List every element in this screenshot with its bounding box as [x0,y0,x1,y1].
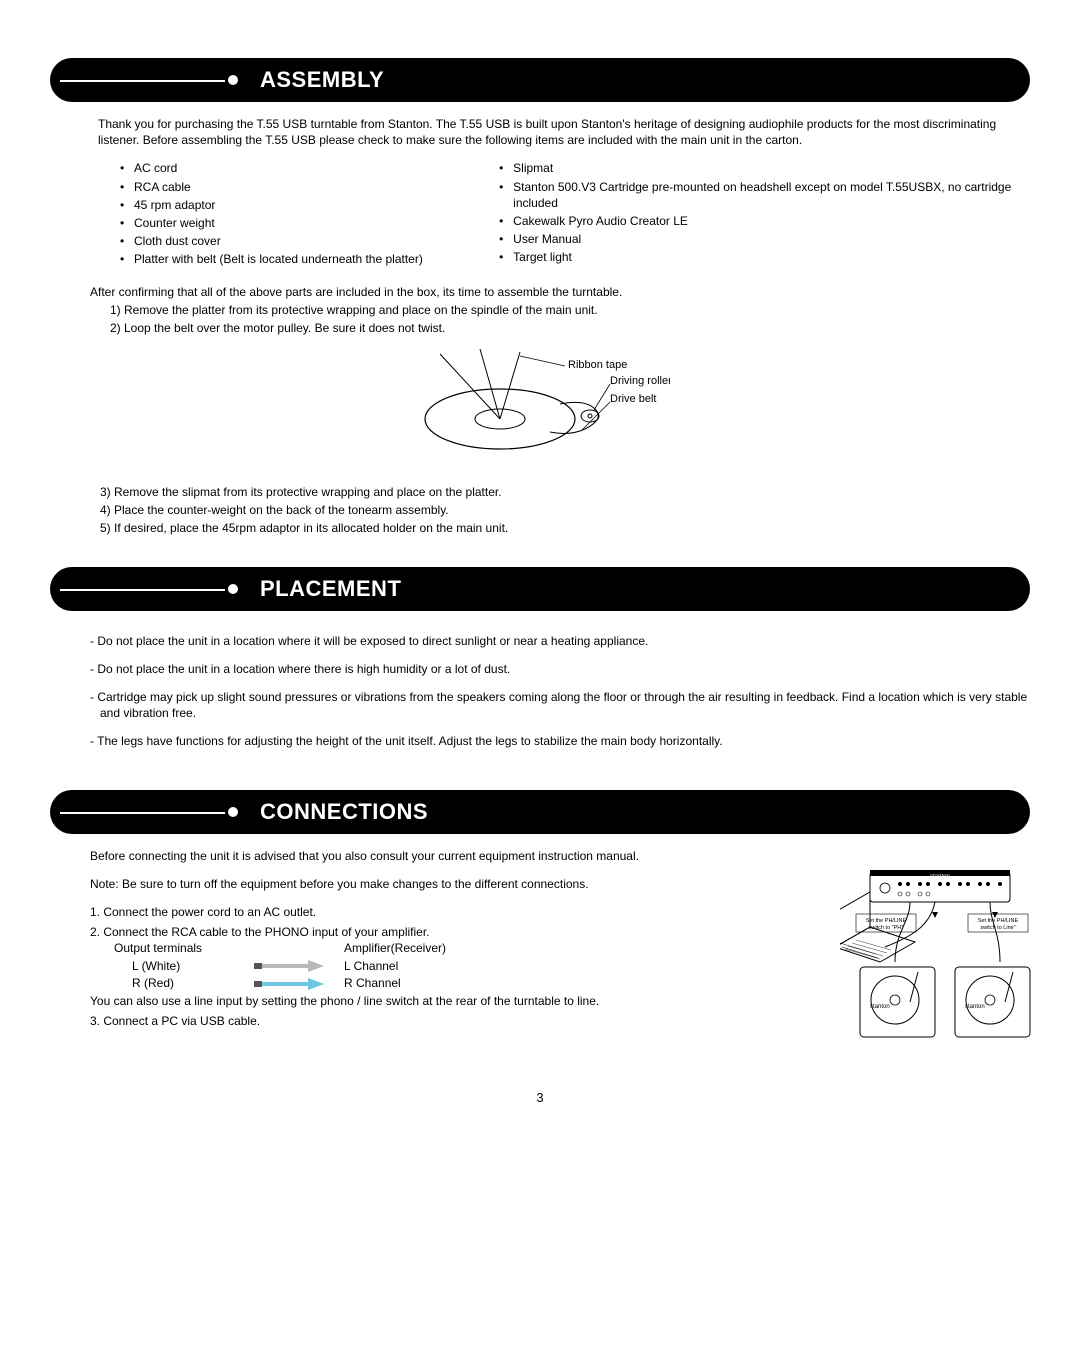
header-dot [228,584,238,594]
header-line [60,812,225,814]
parts-item: Cakewalk Pyro Audio Creator LE [499,213,1030,229]
parts-item: User Manual [499,231,1030,247]
belt-diagram: Ribbon tape Driving roller Drive belt [50,344,1030,474]
connection-figure: stanton [840,852,1040,1056]
rca-arrow [254,975,344,991]
rca-channel: R Channel [344,975,401,991]
placement-header: PLACEMENT [50,567,1030,611]
parts-item: Platter with belt (Belt is located under… [120,251,499,267]
header-dot [228,807,238,817]
parts-item: Counter weight [120,215,499,231]
assembly-confirm: After confirming that all of the above p… [90,284,1030,300]
parts-item: Target light [499,249,1030,265]
assembly-step: 4) Place the counter-weight on the back … [100,502,1030,518]
parts-item: Slipmat [499,160,1030,176]
placement-item: - Do not place the unit in a location wh… [90,661,1030,677]
header-dot [228,75,238,85]
rca-head-amp: Amplifier(Receiver) [344,940,446,956]
header-line [60,589,225,591]
platter-diagram-svg: Ribbon tape Driving roller Drive belt [410,344,670,474]
rca-terminal: R (Red) [114,975,254,991]
rca-channel: L Channel [344,958,398,974]
assembly-title: ASSEMBLY [260,65,384,95]
label-belt: Drive belt [610,393,656,405]
parts-list: AC cord RCA cable 45 rpm adaptor Counter we… [120,160,1030,269]
rca-arrow [254,958,344,974]
label-ribbon: Ribbon tape [568,359,627,371]
fig-label-right-1: Set the PH/LINE [978,918,1019,924]
assembly-step: 2) Loop the belt over the motor pulley. … [110,320,1030,336]
parts-item: AC cord [120,160,499,176]
fig-label-left-1: Set the PH/LINE [866,918,907,924]
assembly-intro: Thank you for purchasing the T.55 USB tu… [98,116,1030,148]
parts-item: 45 rpm adaptor [120,197,499,213]
placement-item: - Do not place the unit in a location wh… [90,633,1030,649]
connections-title: CONNECTIONS [260,797,428,827]
fig-label-left-2: switch to "PH" [869,925,904,931]
connections-header: CONNECTIONS [50,790,1030,834]
parts-item: Stanton 500.V3 Cartridge pre-mounted on … [499,179,1030,211]
placement-item: - The legs have functions for adjusting … [90,733,1030,749]
fig-label-right-2: switch to Line" [980,925,1015,931]
fig-brand-r: stanton [965,1004,985,1010]
page-number: 3 [50,1089,1030,1107]
assembly-step: 1) Remove the platter from its protectiv… [110,302,1030,318]
label-roller: Driving roller [610,375,670,387]
rca-head-terminals: Output terminals [114,940,254,956]
assembly-header: ASSEMBLY [50,58,1030,102]
placement-item: - Cartridge may pick up slight sound pre… [90,689,1030,721]
fig-brand-top: stanton [930,874,950,880]
assembly-step: 3) Remove the slipmat from its protectiv… [100,484,1030,500]
parts-item: Cloth dust cover [120,233,499,249]
fig-brand-l: stanton [870,1004,890,1010]
placement-title: PLACEMENT [260,574,401,604]
assembly-step: 5) If desired, place the 45rpm adaptor i… [100,520,1030,536]
parts-item: RCA cable [120,179,499,195]
rca-terminal: L (White) [114,958,254,974]
header-line [60,80,225,82]
